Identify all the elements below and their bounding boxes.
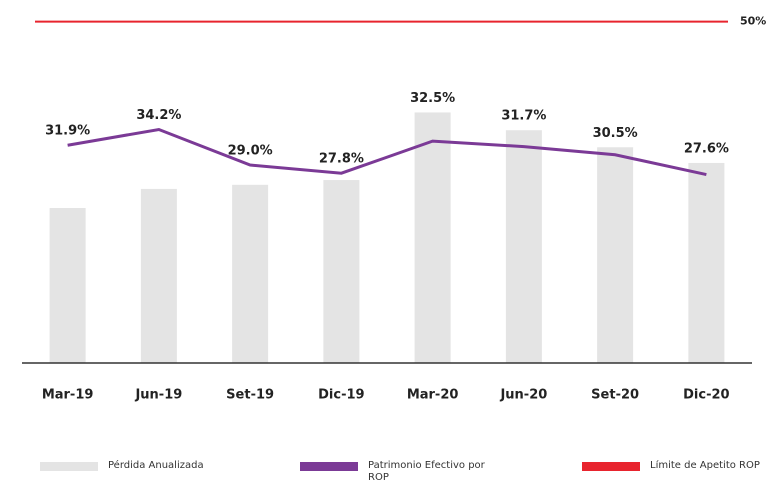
data-label: 34.2%	[136, 108, 181, 123]
x-tick-label: Jun-20	[499, 388, 547, 403]
data-label: 29.0%	[228, 144, 273, 159]
x-tick-label: Set-19	[226, 388, 274, 403]
data-label: 32.5%	[410, 91, 455, 106]
bar	[323, 180, 360, 363]
x-tick-label: Dic-20	[683, 388, 729, 403]
data-label: 27.6%	[684, 141, 729, 156]
bar	[232, 184, 269, 363]
legend-item: Límite de Apetito ROP	[582, 460, 770, 472]
legend-item: Patrimonio Efectivo por ROP	[300, 460, 488, 484]
legend-swatch	[40, 462, 98, 471]
bar	[49, 208, 86, 363]
bar	[688, 162, 725, 363]
x-tick-label: Dic-19	[318, 388, 364, 403]
legend-item: Pérdida Anualizada	[40, 460, 228, 472]
bar	[505, 130, 542, 363]
legend-label: Patrimonio Efectivo por ROP	[368, 460, 485, 483]
legend-swatch	[582, 462, 640, 471]
bar	[597, 147, 634, 363]
line	[67, 127, 707, 177]
chart: 50% 31.9% 34.2% 29.0% 27.8% 32.5% 31.7% 30.5% 27…	[22, 15, 766, 403]
data-label: 27.8%	[319, 152, 364, 167]
x-tick-label: Set-20	[591, 388, 639, 403]
x-tick-label: Jun-19	[134, 388, 182, 403]
legend-label: Pérdida Anualizada	[108, 460, 204, 471]
x-tick-label: Mar-20	[407, 388, 459, 403]
data-label: 30.5%	[593, 126, 638, 141]
data-label: 31.7%	[501, 109, 546, 124]
x-tick-label: Mar-19	[42, 388, 94, 403]
data-label: 31.9%	[45, 124, 90, 139]
legend-label: Límite de Apetito ROP	[650, 460, 760, 471]
bar	[414, 112, 451, 363]
limit-label: 50%	[740, 15, 766, 28]
bar	[140, 188, 177, 363]
legend-swatch	[300, 462, 358, 471]
legend: Pérdida Anualizada Patrimonio Efectivo po…	[0, 460, 772, 495]
